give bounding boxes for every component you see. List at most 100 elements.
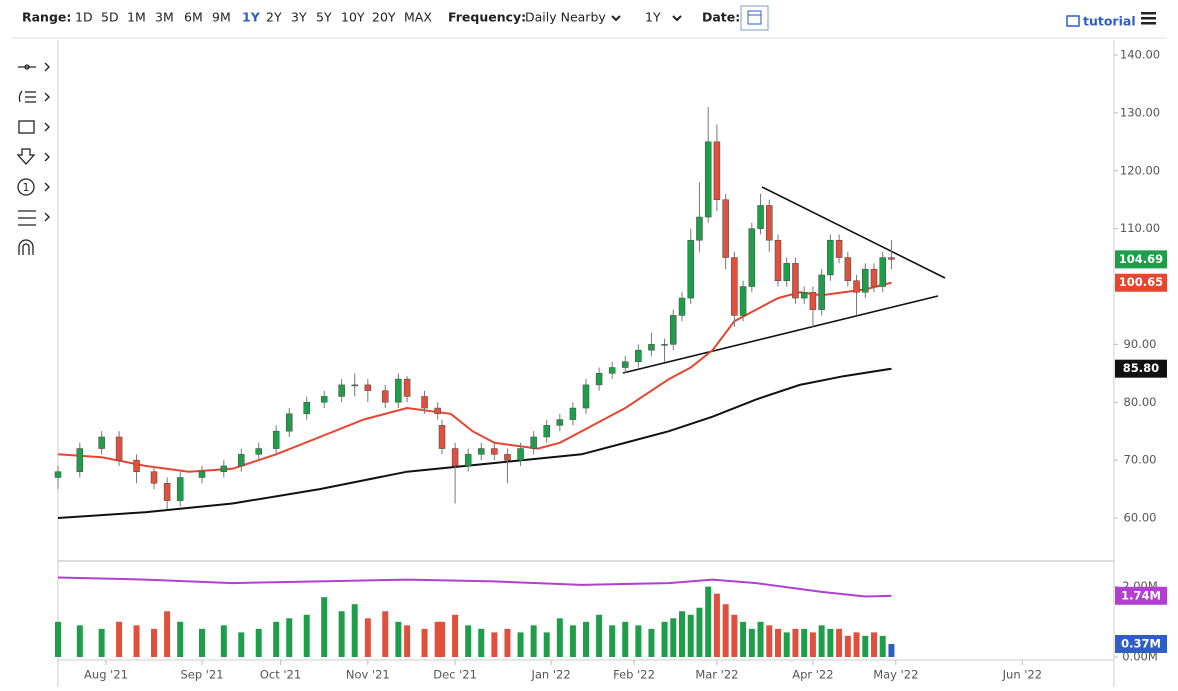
- volume-bar: [177, 621, 184, 657]
- candle-body: [792, 263, 799, 299]
- candle-body: [198, 471, 206, 478]
- x-tick-label: Feb '22: [613, 668, 655, 682]
- volume-bar: [439, 621, 445, 657]
- candle-body: [438, 425, 446, 449]
- candle-body: [464, 454, 472, 467]
- volume-bar: [395, 621, 402, 657]
- x-tick-label: Dec '21: [433, 668, 477, 682]
- volume-bar: [133, 625, 140, 657]
- tutorial-link[interactable]: tutorial: [1083, 14, 1136, 29]
- volume-bar: [116, 621, 123, 657]
- candle-body: [870, 268, 878, 287]
- candle-body: [696, 216, 703, 241]
- line-tool[interactable]: [18, 62, 50, 72]
- x-tick-label: Jan '22: [530, 668, 570, 682]
- range-button[interactable]: 1Y: [242, 10, 261, 25]
- calendar-button[interactable]: [740, 5, 769, 31]
- volume-bar: [648, 628, 655, 657]
- volume-bar: [220, 625, 227, 657]
- range-button[interactable]: 10Y: [341, 10, 365, 25]
- volume-bar: [364, 618, 371, 657]
- menu-button[interactable]: [1141, 12, 1156, 25]
- candle-body: [582, 384, 590, 409]
- volume-bar: [491, 632, 498, 657]
- range-button[interactable]: 3M: [155, 10, 174, 25]
- range-button[interactable]: 1D: [75, 10, 93, 25]
- volume-bar: [801, 628, 808, 657]
- candle-body: [800, 292, 808, 299]
- frequency-select[interactable]: Daily Nearby: [525, 10, 606, 25]
- ma-badge: [1115, 359, 1167, 378]
- candle-body: [635, 349, 642, 362]
- x-tick-label: Sep '21: [180, 668, 223, 682]
- volume-bar: [635, 625, 642, 657]
- candle-body: [678, 297, 686, 316]
- volume-bar: [670, 618, 677, 657]
- x-tick-label: Mar '22: [695, 668, 738, 682]
- candle-body: [98, 436, 105, 449]
- period-select[interactable]: 1Y: [645, 10, 661, 25]
- range-button[interactable]: 9M: [212, 10, 231, 25]
- volume-bar: [783, 632, 790, 657]
- volume-bar: [596, 614, 603, 657]
- volume-bar: [879, 635, 886, 657]
- range-button[interactable]: 2Y: [266, 10, 282, 25]
- candle-body: [286, 413, 293, 432]
- candle-body: [403, 378, 411, 397]
- y-tick-label: 70.00: [1124, 453, 1157, 467]
- volume-ma: [57, 576, 892, 598]
- drawing-tools: [16, 62, 50, 255]
- volume-bar: [731, 614, 738, 657]
- volume-bar: [382, 611, 389, 657]
- volume-bar: [740, 621, 747, 657]
- ma-badge-label: 100.65: [1119, 275, 1163, 289]
- candle-body: [320, 396, 328, 403]
- candle-body: [351, 384, 358, 387]
- candle-body: [338, 384, 345, 397]
- range-button[interactable]: MAX: [404, 10, 432, 25]
- candle-body: [827, 239, 834, 276]
- candle-body: [556, 419, 564, 426]
- x-tick-label: Oct '21: [260, 668, 301, 682]
- counter-tool[interactable]: [17, 178, 50, 196]
- volume-bar: [238, 632, 245, 657]
- candle-body: [722, 199, 729, 258]
- fib-tool[interactable]: [18, 90, 50, 103]
- volume-bar: [661, 621, 668, 657]
- volume-bar: [679, 611, 685, 657]
- magnet-tool[interactable]: [18, 239, 34, 255]
- volume-bar: [853, 632, 860, 657]
- candle-body: [395, 378, 402, 403]
- range-button[interactable]: 20Y: [372, 10, 396, 25]
- volume-bar: [76, 625, 83, 657]
- volume-bar: [478, 628, 485, 657]
- range-button[interactable]: 3Y: [291, 10, 307, 25]
- counter-label: 1: [23, 181, 30, 194]
- volume-bar: [421, 628, 428, 657]
- candle-body: [364, 384, 372, 391]
- measure-tool[interactable]: [18, 210, 50, 226]
- candle-body: [661, 344, 668, 346]
- volume-bar: [321, 597, 328, 657]
- range-button[interactable]: 5D: [101, 10, 119, 25]
- x-tick-label: Nov '21: [346, 668, 390, 682]
- candle-body: [569, 407, 577, 420]
- volume-bar: [696, 607, 703, 657]
- range-button[interactable]: 6M: [184, 10, 203, 25]
- range-button[interactable]: 1M: [127, 10, 146, 25]
- volume-ma-badge: [1115, 586, 1167, 605]
- volume-bar: [818, 625, 825, 657]
- arrow-tool[interactable]: [16, 148, 50, 165]
- range-button[interactable]: 5Y: [316, 10, 332, 25]
- volume-bar: [757, 621, 764, 657]
- candle-body: [774, 239, 782, 281]
- shape-tool[interactable]: [18, 120, 50, 134]
- volume-bar: [583, 621, 589, 657]
- volume-bar: [434, 621, 441, 657]
- trendline-lower: [622, 295, 939, 374]
- volume-bar: [465, 625, 472, 657]
- candle-body: [451, 448, 459, 467]
- volume-tick-label: 0.00M: [1122, 650, 1158, 664]
- y-tick-label: 110.00: [1120, 221, 1160, 235]
- candle-body: [76, 448, 84, 472]
